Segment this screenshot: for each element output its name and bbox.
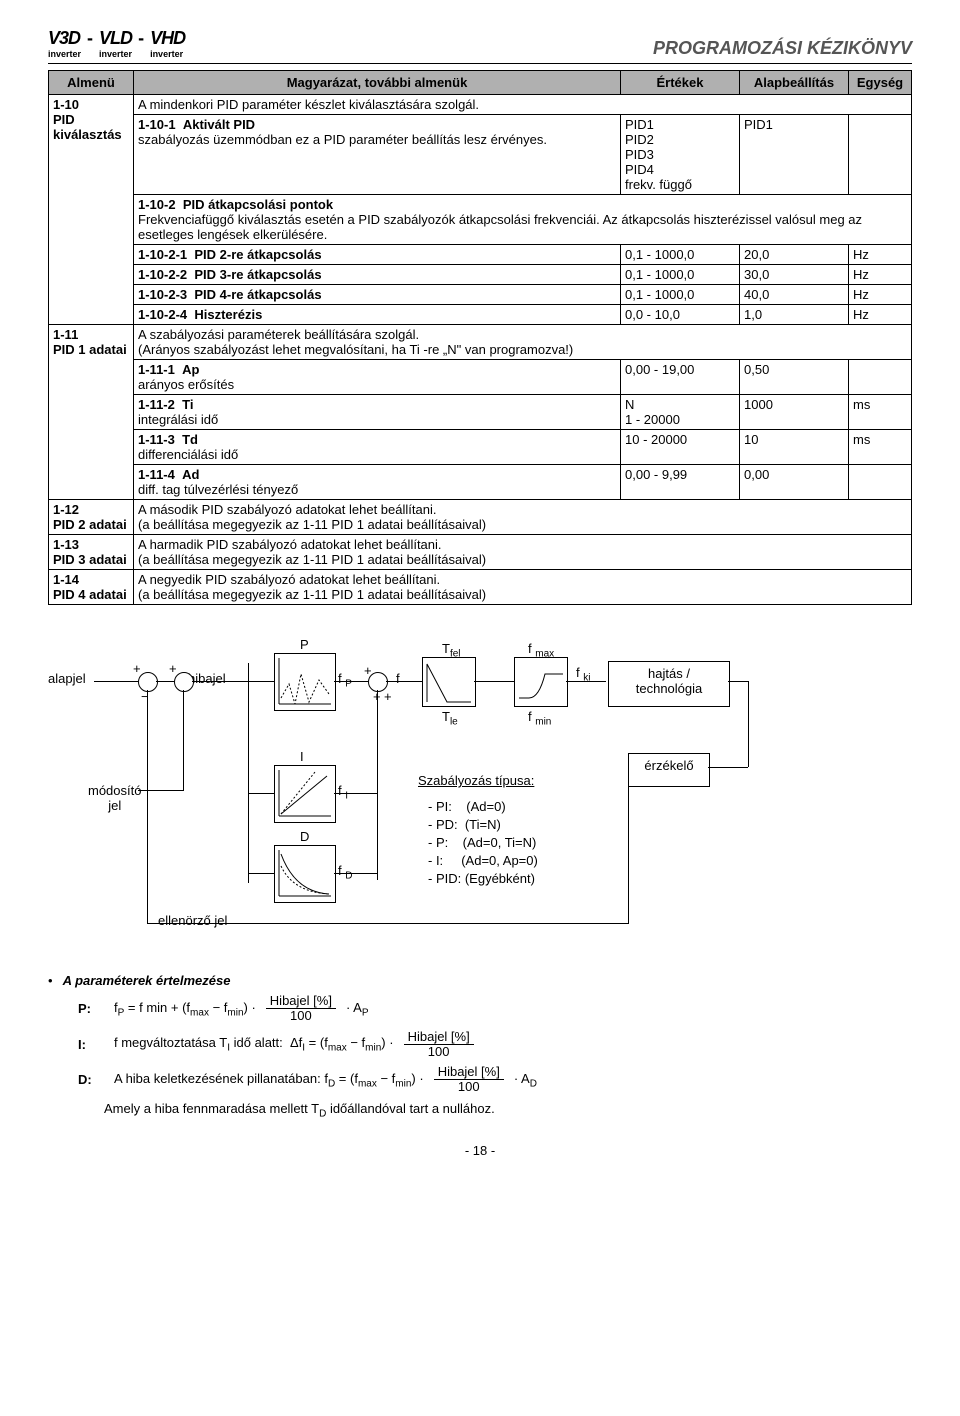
block-hajtas: hajtás / technológia: [608, 661, 730, 707]
table-row: 1-12PID 2 adatai A második PID szabályoz…: [49, 500, 912, 535]
pid-block-diagram: alapjel hibajel módosító jel ellenörző j…: [48, 623, 912, 963]
table-row: 1-10-2-1 PID 2-re átkapcsolás 0,1 - 1000…: [49, 245, 912, 325]
parameter-table: Almenü Magyarázat, további almenük Érték…: [48, 70, 912, 605]
label-sz4: - PID: (Egyébként): [428, 871, 535, 886]
table-row: 1-11-4 Addiff. tag túlvezérlési tényező …: [49, 465, 912, 500]
table-row: 1-10-2-1 PID 2-re átkapcsolás 0,1 - 1000…: [134, 245, 911, 265]
logo-v3d: V3D: [48, 28, 80, 49]
cell-label: 1-10 PID kiválasztás: [49, 95, 134, 325]
table-row: 1-10-2-4 Hiszterézis 0,0 - 10,0 1,0 Hz: [134, 305, 911, 325]
table-row: 1-10-2-3 PID 4-re átkapcsolás 0,1 - 1000…: [134, 285, 911, 305]
label-modosito: módosító jel: [88, 783, 141, 813]
table-row: 1-10-1 Aktivált PID szabályozás üzemmódb…: [49, 115, 912, 195]
label-sz3: - I: (Ad=0, Ap=0): [428, 853, 538, 868]
th-almenu: Almenü: [49, 71, 134, 95]
block-limiter: [514, 657, 568, 707]
cell-sub: 1-10-1 Aktivált PID szabályozás üzemmódb…: [134, 115, 621, 195]
logo-vhd: VHD: [150, 28, 185, 49]
block-I: [274, 765, 336, 823]
label-alapjel: alapjel: [48, 671, 86, 686]
table-row: 1-13PID 3 adatai A harmadik PID szabályo…: [49, 535, 912, 570]
bullet-title: A paraméterek értelmezése: [63, 973, 231, 988]
formula-D: D: A hiba keletkezésének pillanatában: f…: [78, 1065, 912, 1095]
inner-table: 1-10-2-1 PID 2-re átkapcsolás 0,1 - 1000…: [134, 245, 911, 324]
th-egyseg: Egység: [849, 71, 912, 95]
label-sz1: - PD: (Ti=N): [428, 817, 501, 832]
doc-title: PROGRAMOZÁSI KÉZIKÖNYV: [185, 38, 912, 59]
math-section: A paraméterek értelmezése P: fP = f min …: [48, 973, 912, 1119]
label-sz0: - PI: (Ad=0): [428, 799, 506, 814]
cell-values: PID1 PID2 PID3 PID4 frekv. függő: [621, 115, 740, 195]
th-alap: Alapbeállítás: [740, 71, 849, 95]
label-szab-title: Szabályozás típusa:: [418, 773, 534, 788]
cell-default: PID1: [740, 115, 849, 195]
table-row: 1-11-1 Aparányos erősítés 0,00 - 19,00 0…: [49, 360, 912, 395]
formula-I: I: f megváltoztatása TI idő alatt: ΔfI =…: [78, 1030, 912, 1060]
page-number: - 18 -: [48, 1143, 912, 1158]
th-magyarazat: Magyarázat, további almenük: [134, 71, 621, 95]
block-D: [274, 845, 336, 903]
formula-P: P: fP = f min + (fmax − fmin) · Hibajel …: [78, 994, 912, 1024]
sum-node: [174, 672, 194, 692]
table-row: 1-11 PID 1 adatai A szabályozási paramét…: [49, 325, 912, 360]
cell-desc: A mindenkori PID paraméter készlet kivál…: [134, 95, 912, 115]
table-row: 1-11-2 Tiintegrálási idő N 1 - 20000 100…: [49, 395, 912, 430]
logo-group: V3Dinverter - VLDinverter - VHDinverter: [48, 28, 185, 59]
cell-unit: [849, 115, 912, 195]
block-erzekelo: érzékelő: [628, 753, 710, 787]
cell-sub: 1-10-2 PID átkapcsolási pontok Frekvenci…: [134, 195, 912, 245]
table-row: 1-11-3 Tddifferenciálási idő 10 - 20000 …: [49, 430, 912, 465]
block-Tfel: [422, 657, 476, 707]
table-row: 1-14PID 4 adatai A negyedik PID szabályo…: [49, 570, 912, 605]
table-row: 1-10-2-2 PID 3-re átkapcsolás 0,1 - 1000…: [134, 265, 911, 285]
table-row: 1-10-2 PID átkapcsolási pontok Frekvenci…: [49, 195, 912, 245]
page-header: V3Dinverter - VLDinverter - VHDinverter …: [48, 28, 912, 64]
logo-vld: VLD: [99, 28, 132, 49]
th-ertekek: Értékek: [621, 71, 740, 95]
formula-footer: Amely a hiba fennmaradása mellett TD idő…: [104, 1101, 912, 1120]
label-sz2: - P: (Ad=0, Ti=N): [428, 835, 536, 850]
table-header-row: Almenü Magyarázat, további almenük Érték…: [49, 71, 912, 95]
table-row: 1-10 PID kiválasztás A mindenkori PID pa…: [49, 95, 912, 115]
block-P: [274, 653, 336, 711]
cell-label: 1-11 PID 1 adatai: [49, 325, 134, 500]
label-ellenorzo: ellenörző jel: [158, 913, 227, 928]
